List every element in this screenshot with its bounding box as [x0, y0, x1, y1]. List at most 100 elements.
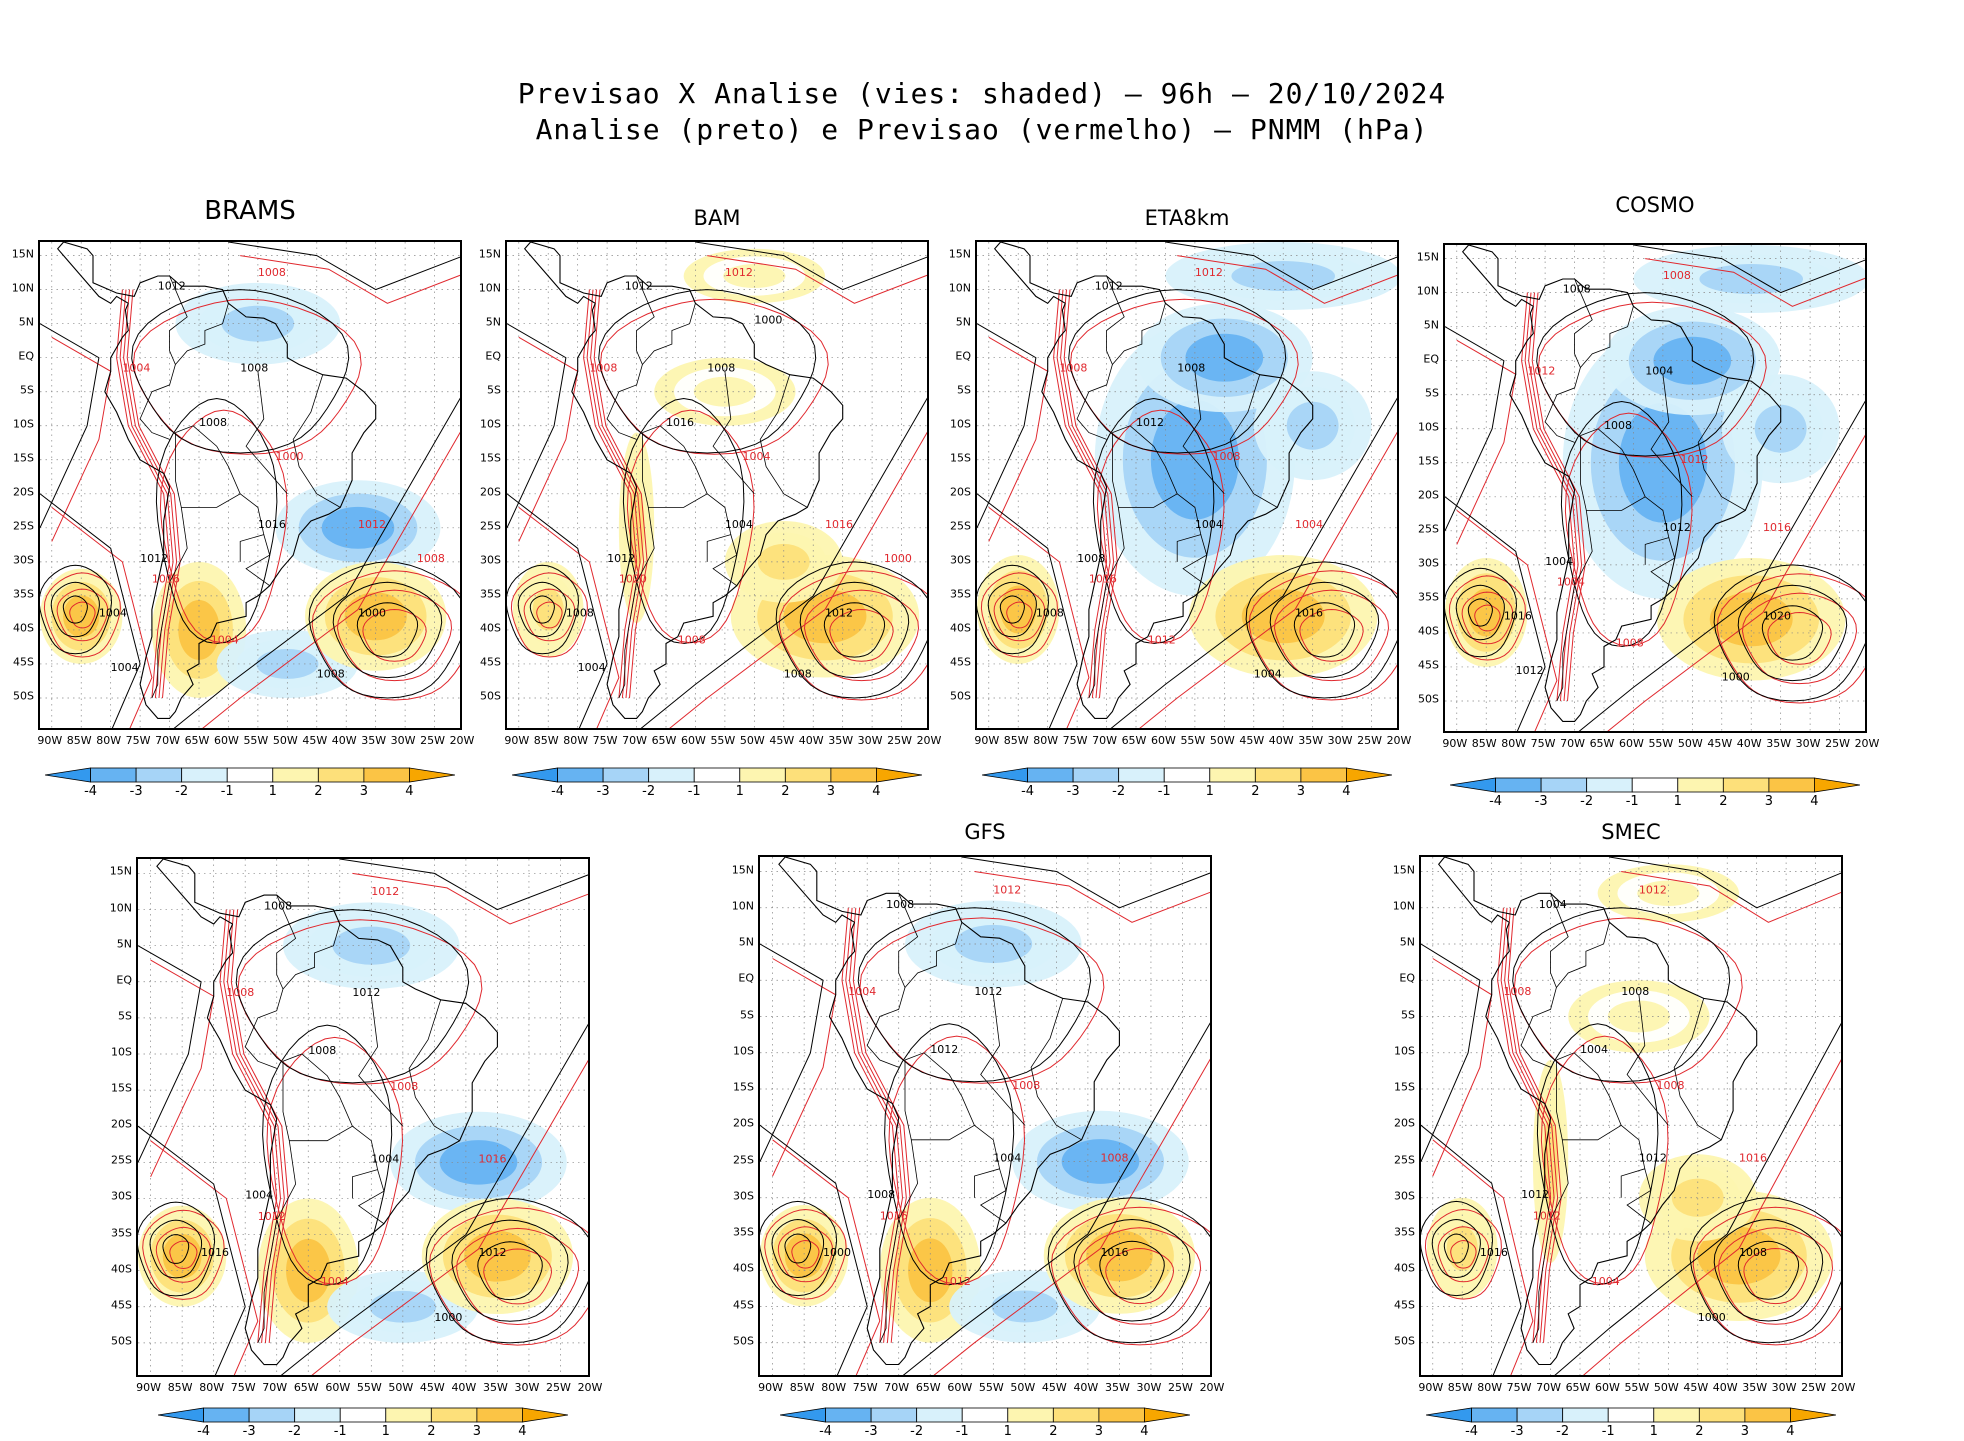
longitude-tick-label: 70W [884, 1381, 910, 1394]
isobar-forecast [456, 1227, 580, 1326]
isobar-analysis [1445, 326, 1505, 532]
forecast-contours [43, 255, 460, 728]
colorbar-swatch [363, 767, 410, 783]
isobar-label-forecast: 1004 [122, 361, 150, 374]
latitude-tick-label: 10N [948, 281, 971, 295]
colorbar-tick-label: -4 [819, 1424, 833, 1439]
latitude-tick-label: 5N [738, 935, 754, 949]
isobar-forecast [803, 589, 920, 682]
colorbar-tick-label: 3 [1764, 794, 1774, 809]
longitude-tick-label: 65W [184, 734, 210, 747]
longitude-tick-label: 70W [1092, 734, 1117, 747]
latitude-tick-label: 25S [111, 1153, 132, 1167]
longitude-tick-label: 35W [1766, 737, 1792, 750]
isobar-analysis [173, 397, 460, 728]
isobar-label-forecast: 1012 [1681, 453, 1709, 466]
colorbar-tick-label: -2 [1556, 1424, 1570, 1439]
latitude-tick-label: 5S [1401, 1008, 1415, 1021]
latitude-axis: 15N 10N 5N EQ 5S 10S 15S 20S 25S 30S 35S 40S 45S 50S [1409, 243, 1439, 733]
longitude-tick-label: 50W [1010, 1381, 1036, 1394]
latitude-tick-label: 15N [948, 247, 971, 261]
longitude-tick-label: 80W [1501, 737, 1527, 750]
latitude-tick-label: 10S [480, 417, 501, 431]
isobar-forecast [1583, 1059, 1841, 1375]
longitude-tick-label: 85W [789, 1381, 815, 1394]
isobar-analysis [987, 581, 1037, 638]
isobar-forecast [230, 909, 289, 1343]
isobar-forecast [362, 608, 427, 662]
isobar-analysis [857, 907, 1092, 1083]
country-border [1176, 493, 1202, 562]
colorbar-swatch [248, 1407, 296, 1423]
isobar-label-analysis: 1004 [993, 1152, 1021, 1165]
isobar-label-analysis: 1012 [158, 280, 186, 293]
isobar-label-analysis: 1000 [754, 314, 782, 327]
colorbar-tick-label: -3 [596, 784, 610, 799]
isobar-analysis [1737, 1240, 1800, 1300]
colorbar-tick-label: 3 [826, 784, 836, 799]
longitude-tick-label: 90W [758, 1381, 784, 1394]
country-border [1532, 1139, 1569, 1343]
longitude-tick-label: 35W [361, 734, 387, 747]
isobar-analysis [1737, 584, 1848, 682]
isobar-label-forecast: 1008 [1663, 269, 1691, 282]
isobar-forecast [1504, 907, 1559, 1343]
isobar-label-analysis: 1012 [1095, 280, 1123, 293]
latitude-tick-label: 30S [1394, 1189, 1415, 1203]
continent-outline [56, 242, 377, 719]
isobar-analysis [1713, 564, 1865, 702]
isobar-forecast [1521, 292, 1576, 702]
isobar-analysis [1536, 1023, 1659, 1286]
coastline [778, 857, 1120, 1366]
latitude-tick-label: 5N [485, 315, 501, 329]
isobar-label-analysis: 1012 [625, 280, 653, 293]
colorbar-swatch [870, 1407, 918, 1423]
isobar-forecast [1450, 1239, 1477, 1269]
longitude-tick-label: 25W [546, 1381, 571, 1394]
latitude-tick-label: 10S [1418, 420, 1439, 434]
isobar-label-forecast: 1016 [825, 518, 853, 531]
isobar-analysis [162, 1234, 190, 1264]
longitude-tick-label: 70W [1536, 1381, 1561, 1394]
isobar-forecast [593, 289, 648, 699]
isobar-label-forecast: 1004 [1592, 1275, 1620, 1288]
colorbar-tick-label: -3 [1066, 784, 1080, 799]
isobar-analysis [1633, 245, 1865, 294]
isobar-forecast [1741, 592, 1858, 685]
longitude-axis: 90W 85W 80W 75W 70W 65W 60W 55W 50W 45W 40W 35W 30W 2… [1442, 737, 1879, 751]
isobar-forecast [1716, 573, 1865, 704]
isobar-analysis [507, 323, 567, 529]
isobar-analysis [1761, 605, 1824, 661]
panel-title: BRAMS [204, 196, 296, 226]
bias-shading [760, 900, 1196, 1343]
latitude-tick-label: 10S [13, 417, 34, 431]
isobar-label-analysis: 1008 [1077, 552, 1105, 565]
bias-area [1607, 1000, 1670, 1033]
coastline [993, 242, 1314, 719]
isobar-label-analysis: 1008 [199, 416, 227, 429]
isobar-label-analysis: 1012 [1136, 416, 1164, 429]
isobar-analysis [1512, 907, 1731, 1083]
map-svg: 1008 1012 1016 1004 1000 1008 1012 1008 1004 1008… [40, 242, 460, 728]
isobar-analysis [50, 581, 100, 638]
latitude-tick-label: 30S [950, 553, 971, 567]
longitude-tick-label: 25W [420, 734, 445, 747]
isobar-analysis [529, 595, 555, 624]
isobar-forecast [933, 1058, 1210, 1375]
longitude-tick-label: 25W [887, 734, 912, 747]
colorbar-tick-label: 1 [1673, 794, 1682, 809]
colorbar-swatch [981, 767, 1028, 783]
bias-area [332, 926, 411, 965]
country-border [292, 374, 341, 508]
isobar-forecast [1432, 958, 1493, 1177]
isobar-label-analysis: 1016 [258, 518, 286, 531]
longitude-tick-label: 50W [1209, 734, 1235, 747]
latitude-tick-label: 35S [111, 1226, 132, 1240]
latitude-tick-label: 15N [478, 247, 501, 261]
longitude-axis: 90W 85W 80W 75W 70W 65W 60W 55W 50W 45W 40W 35W 30W 2… [504, 734, 941, 748]
isobar-label-analysis: 1004 [371, 1152, 399, 1165]
colorbar-tick-label: -1 [955, 1424, 969, 1439]
longitude-tick-label: 40W [451, 1381, 477, 1394]
isobar-analysis [771, 1218, 825, 1279]
colorbar-swatch [272, 767, 319, 783]
